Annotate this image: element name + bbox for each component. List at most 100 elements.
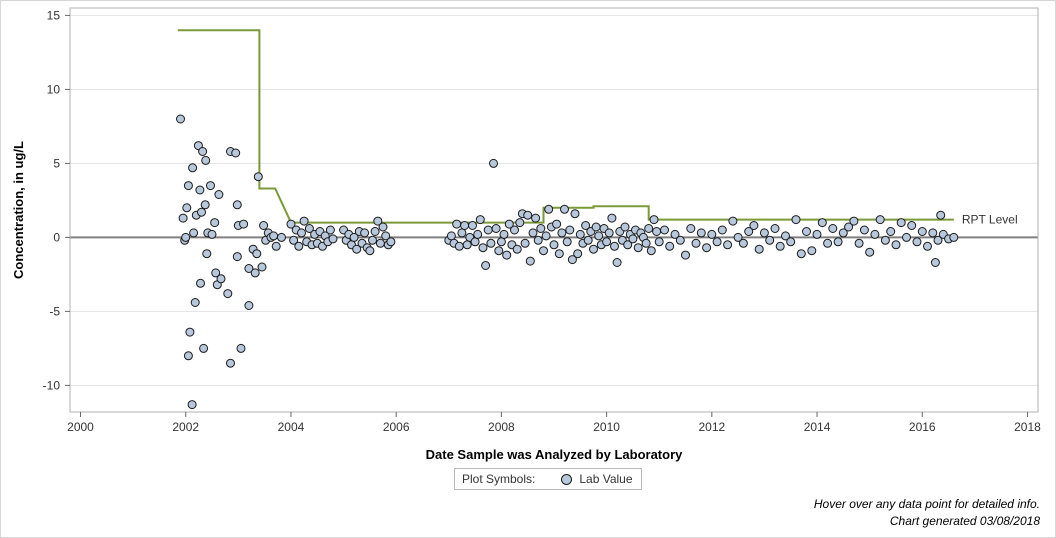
data-point bbox=[880, 235, 890, 245]
data-point bbox=[702, 243, 712, 253]
data-point bbox=[206, 181, 215, 191]
data-point bbox=[195, 185, 205, 195]
x-tick-label: 2006 bbox=[383, 420, 410, 434]
data-point bbox=[541, 231, 551, 241]
data-point bbox=[817, 218, 827, 228]
x-tick-label: 2000 bbox=[67, 420, 94, 434]
data-point bbox=[949, 232, 959, 242]
x-tick-label: 2018 bbox=[1014, 420, 1041, 434]
data-point bbox=[660, 225, 669, 235]
data-point bbox=[712, 237, 722, 247]
data-point bbox=[581, 221, 591, 230]
data-point bbox=[833, 237, 843, 247]
data-point bbox=[896, 218, 906, 228]
data-point bbox=[531, 213, 541, 223]
data-point bbox=[691, 238, 701, 248]
data-point bbox=[489, 158, 498, 168]
data-point bbox=[486, 238, 496, 248]
rpt-level-label: RPT Level bbox=[962, 213, 1018, 227]
data-point bbox=[200, 200, 210, 210]
data-point bbox=[504, 219, 514, 229]
data-point bbox=[297, 228, 306, 238]
data-point bbox=[185, 327, 195, 337]
data-point bbox=[269, 231, 279, 241]
data-point bbox=[907, 221, 917, 230]
data-point bbox=[370, 227, 380, 236]
data-point bbox=[928, 228, 938, 238]
data-point bbox=[199, 343, 209, 353]
data-point bbox=[652, 227, 662, 236]
axes: -10 -5 0 5 10 15 2000 2002 2004 2006 2008 2010 2012 2… bbox=[43, 7, 1041, 434]
data-point bbox=[854, 238, 864, 248]
data-point bbox=[236, 343, 246, 353]
data-point bbox=[478, 243, 488, 253]
data-point bbox=[289, 235, 299, 245]
data-point bbox=[681, 250, 690, 260]
data-point bbox=[552, 219, 562, 229]
data-point bbox=[232, 252, 242, 262]
data-point bbox=[252, 249, 262, 259]
data-point bbox=[717, 225, 727, 235]
data-point bbox=[602, 237, 612, 247]
data-point bbox=[886, 227, 896, 236]
legend: Plot Symbols: Lab Value bbox=[454, 468, 642, 490]
data-point bbox=[304, 224, 314, 233]
data-point bbox=[510, 225, 519, 235]
data-point bbox=[823, 238, 833, 248]
data-point bbox=[386, 237, 396, 247]
data-point bbox=[294, 241, 304, 251]
data-point bbox=[239, 219, 249, 229]
data-point bbox=[770, 224, 780, 233]
data-point bbox=[210, 218, 220, 228]
data-point bbox=[328, 234, 338, 244]
data-point bbox=[610, 241, 619, 251]
data-point bbox=[573, 249, 583, 259]
data-point bbox=[244, 264, 254, 273]
data-point bbox=[491, 224, 501, 233]
data-point bbox=[807, 246, 817, 256]
rpt-level-line-layer bbox=[177, 29, 954, 224]
data-points bbox=[176, 114, 959, 410]
data-point bbox=[554, 249, 564, 259]
data-point bbox=[250, 268, 260, 278]
data-point bbox=[570, 209, 580, 219]
data-point bbox=[462, 240, 472, 250]
data-point bbox=[190, 298, 200, 307]
data-point bbox=[536, 224, 546, 233]
data-point bbox=[875, 215, 885, 225]
data-point bbox=[365, 246, 375, 256]
data-point bbox=[381, 231, 391, 241]
data-point bbox=[891, 240, 901, 250]
data-point bbox=[525, 256, 535, 266]
data-point bbox=[604, 228, 614, 238]
data-point bbox=[865, 247, 875, 257]
data-point bbox=[696, 228, 706, 238]
data-point bbox=[183, 351, 193, 361]
data-point bbox=[539, 246, 548, 256]
data-point bbox=[202, 249, 212, 259]
data-point bbox=[759, 228, 769, 238]
data-point bbox=[936, 210, 946, 220]
data-point bbox=[670, 229, 680, 239]
data-point bbox=[360, 228, 370, 238]
data-point bbox=[257, 262, 267, 272]
x-tick-label: 2004 bbox=[278, 420, 305, 434]
data-point bbox=[468, 221, 477, 230]
data-point bbox=[567, 255, 577, 265]
data-point bbox=[557, 228, 567, 238]
data-point bbox=[496, 237, 506, 247]
data-point bbox=[373, 216, 383, 226]
data-point bbox=[912, 237, 922, 247]
data-point bbox=[457, 228, 467, 238]
data-point bbox=[723, 240, 733, 250]
data-point bbox=[299, 216, 309, 226]
data-point bbox=[470, 237, 480, 247]
data-point bbox=[452, 219, 462, 229]
data-point bbox=[641, 238, 651, 248]
legend-entry-lab-value: Lab Value bbox=[579, 472, 633, 486]
data-point bbox=[460, 221, 470, 230]
data-point bbox=[583, 235, 593, 245]
generated-footnote: Chart generated 03/08/2018 bbox=[889, 514, 1040, 528]
data-point bbox=[612, 258, 622, 267]
data-point bbox=[591, 222, 601, 232]
